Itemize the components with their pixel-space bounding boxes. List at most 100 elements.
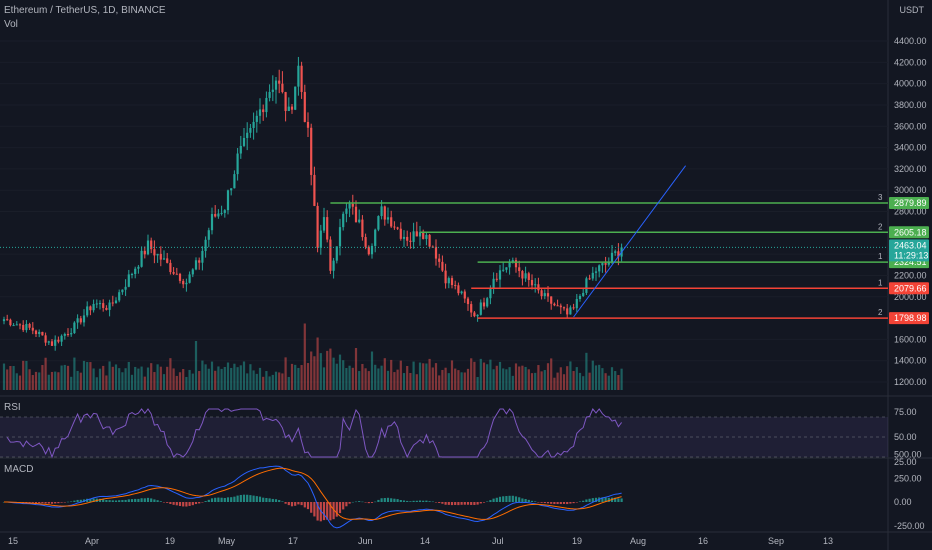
candle-body[interactable] <box>236 153 239 175</box>
candle-body[interactable] <box>556 305 559 307</box>
candle-body[interactable] <box>425 234 428 239</box>
candle-body[interactable] <box>89 306 92 311</box>
candle-body[interactable] <box>476 314 479 317</box>
candle-body[interactable] <box>220 212 223 214</box>
candle-body[interactable] <box>316 205 319 248</box>
candle-body[interactable] <box>233 174 236 189</box>
candle-body[interactable] <box>374 229 377 246</box>
candle-body[interactable] <box>511 260 514 263</box>
candle-body[interactable] <box>294 86 297 110</box>
candle-body[interactable] <box>559 305 562 308</box>
candle-body[interactable] <box>486 298 489 307</box>
candle-body[interactable] <box>300 65 303 92</box>
candle-body[interactable] <box>210 214 214 231</box>
macd-label[interactable]: MACD <box>4 464 33 475</box>
candle-body[interactable] <box>588 278 591 280</box>
candle-body[interactable] <box>594 271 598 273</box>
candle-body[interactable] <box>610 252 614 262</box>
candle-body[interactable] <box>153 249 156 256</box>
candle-body[interactable] <box>322 217 326 231</box>
candle-body[interactable] <box>457 285 460 294</box>
candle-body[interactable] <box>156 253 159 256</box>
candle-body[interactable] <box>278 80 281 84</box>
candle-body[interactable] <box>604 263 607 265</box>
candle-body[interactable] <box>598 265 601 272</box>
candle-body[interactable] <box>607 261 610 265</box>
candle-body[interactable] <box>409 240 412 242</box>
candle-body[interactable] <box>70 333 73 335</box>
time-axis[interactable]: 15 Apr 19 May 17 Jun 14 Jul 19 Aug 16 Sep 13 <box>8 536 833 546</box>
candle-body[interactable] <box>463 291 466 299</box>
candle-body[interactable] <box>367 246 370 255</box>
candle-body[interactable] <box>12 325 15 327</box>
candle-body[interactable] <box>92 303 95 311</box>
candle-body[interactable] <box>2 319 6 322</box>
candle-body[interactable] <box>505 267 508 270</box>
candle-body[interactable] <box>15 324 18 326</box>
candle-body[interactable] <box>386 217 390 220</box>
candle-body[interactable] <box>326 217 329 240</box>
candle-body[interactable] <box>204 239 207 251</box>
candle-body[interactable] <box>246 132 249 138</box>
candle-body[interactable] <box>191 269 194 275</box>
candle-body[interactable] <box>502 269 505 271</box>
candle-body[interactable] <box>434 246 438 259</box>
candle-body[interactable] <box>95 303 98 305</box>
candle-body[interactable] <box>543 293 546 297</box>
candle-body[interactable] <box>258 109 262 116</box>
candle-body[interactable] <box>489 288 492 299</box>
candle-body[interactable] <box>271 89 274 92</box>
candle-body[interactable] <box>428 234 431 247</box>
candle-body[interactable] <box>332 260 335 271</box>
candle-body[interactable] <box>441 261 444 271</box>
candle-body[interactable] <box>239 145 242 154</box>
candle-body[interactable] <box>470 304 473 313</box>
candle-body[interactable] <box>207 230 210 240</box>
candle-body[interactable] <box>562 307 566 309</box>
candle-body[interactable] <box>354 206 358 223</box>
candle-body[interactable] <box>454 285 457 287</box>
candle-body[interactable] <box>617 251 620 257</box>
rsi-label[interactable]: RSI <box>4 402 21 413</box>
candle-body[interactable] <box>25 323 28 331</box>
candle-body[interactable] <box>527 273 530 280</box>
candle-body[interactable] <box>358 219 361 223</box>
candle-body[interactable] <box>546 293 550 297</box>
candle-body[interactable] <box>508 262 511 268</box>
candle-body[interactable] <box>396 227 399 229</box>
candle-body[interactable] <box>438 258 441 262</box>
candle-body[interactable] <box>274 80 278 90</box>
candle-body[interactable] <box>361 219 364 238</box>
candle-body[interactable] <box>265 97 268 113</box>
candle-body[interactable] <box>134 268 137 275</box>
candle-body[interactable] <box>575 299 578 309</box>
level-price-tag[interactable] <box>889 196 929 209</box>
candle-body[interactable] <box>585 278 588 293</box>
candle-body[interactable] <box>66 334 70 336</box>
candle-body[interactable] <box>217 213 220 217</box>
candle-body[interactable] <box>393 226 396 228</box>
candle-body[interactable] <box>63 334 66 336</box>
candle-body[interactable] <box>140 250 143 267</box>
candle-body[interactable] <box>54 339 57 346</box>
candle-body[interactable] <box>22 324 25 331</box>
candle-body[interactable] <box>226 190 230 211</box>
candle-body[interactable] <box>566 308 569 315</box>
trend-line[interactable] <box>573 165 687 318</box>
candle-body[interactable] <box>482 302 486 307</box>
candle-body[interactable] <box>572 307 575 309</box>
candle-body[interactable] <box>214 214 217 217</box>
candle-body[interactable] <box>255 115 258 122</box>
price-candles[interactable] <box>2 56 623 351</box>
candle-body[interactable] <box>402 236 406 239</box>
candle-body[interactable] <box>313 174 316 206</box>
candle-body[interactable] <box>377 216 380 230</box>
candle-body[interactable] <box>108 302 111 310</box>
volume-indicator-label[interactable]: Vol <box>4 19 18 30</box>
candle-body[interactable] <box>178 273 182 281</box>
candle-body[interactable] <box>31 327 34 331</box>
candle-body[interactable] <box>335 246 338 261</box>
candle-body[interactable] <box>412 231 415 242</box>
candle-body[interactable] <box>518 267 521 272</box>
